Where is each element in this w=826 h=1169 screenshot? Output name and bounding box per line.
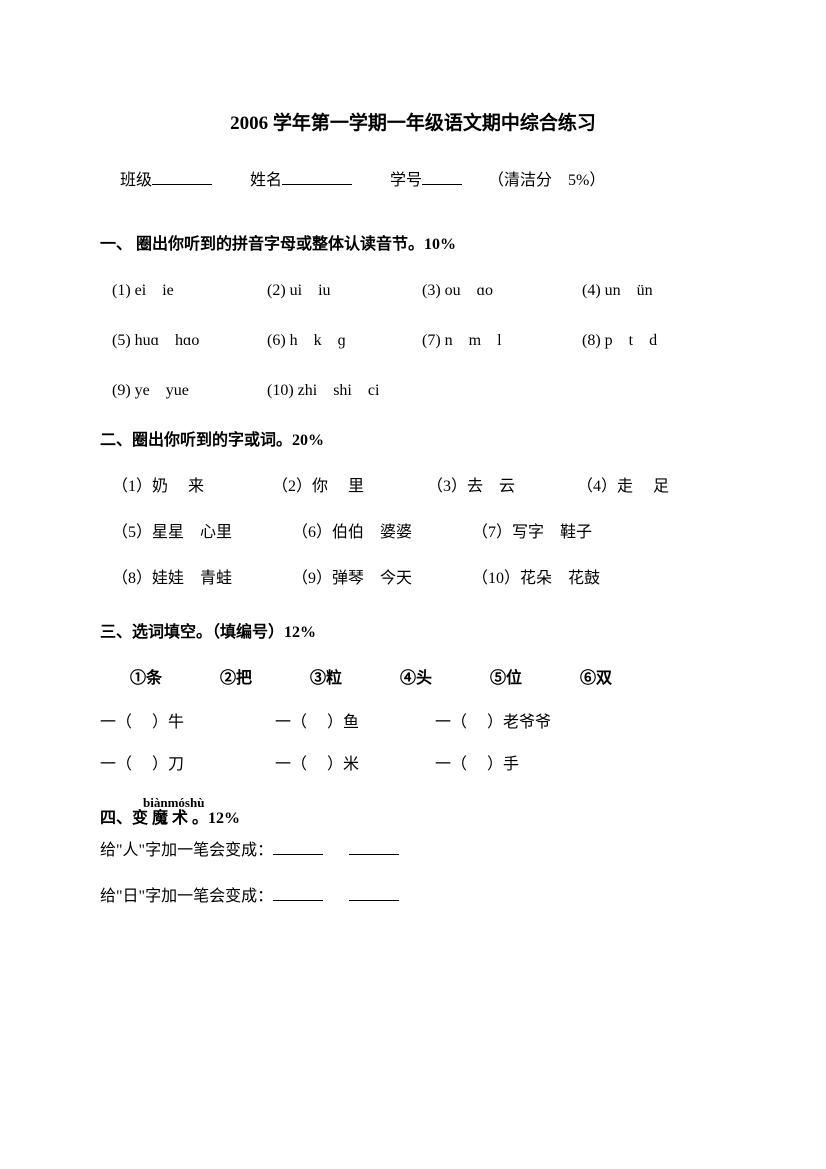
s1-item: (9) ye yue — [112, 379, 267, 403]
measure-item: ⑤位 — [490, 667, 580, 691]
section2-row1: （1）奶 来 （2）你 里 （3）去 云 （4）走 足 — [100, 475, 726, 499]
blank — [273, 837, 323, 855]
measure-item: ①条 — [130, 667, 220, 691]
s4-line1: 给"人"字加一笔会变成： — [100, 837, 726, 863]
s1-item: (2) ui iu — [267, 279, 422, 303]
number-label: 学号 — [390, 172, 422, 189]
fill-item: 一（ ）手 — [435, 753, 519, 777]
s2-item: （1）奶 来 — [112, 475, 272, 499]
measure-item: ⑥双 — [580, 667, 670, 691]
s4-line2-text: 给"日"字加一笔会变成： — [100, 888, 273, 905]
s2-item: （3）去 云 — [427, 475, 577, 499]
page-title: 2006 学年第一学期一年级语文期中综合练习 — [100, 110, 726, 139]
s1-item: (5) huɑ hɑo — [112, 329, 267, 353]
section4-container: biànmóshù 四、变 魔 术 。12% — [100, 807, 726, 831]
s1-item: (8) p t d — [582, 329, 657, 353]
section1-row2: (5) huɑ hɑo (6) h k ɡ (7) n m l (8) p t … — [100, 329, 726, 353]
name-blank — [282, 167, 352, 185]
s4-line1-text: 给"人"字加一笔会变成： — [100, 842, 273, 859]
s1-item: (10) zhi shi ci — [267, 379, 379, 403]
measure-item: ④头 — [400, 667, 490, 691]
number-blank — [422, 167, 462, 185]
fill-row1: 一（ ）牛 一（ ）鱼 一（ ）老爷爷 — [100, 711, 726, 735]
blank — [349, 883, 399, 901]
section1-row1: (1) ei ie (2) ui iu (3) ou ɑo (4) un ün — [100, 279, 726, 303]
s1-item: (3) ou ɑo — [422, 279, 582, 303]
s2-item: （5）星星 心里 — [112, 521, 292, 545]
section3-header: 三、选词填空。（填编号）12% — [100, 621, 726, 645]
class-blank — [152, 167, 212, 185]
name-label: 姓名 — [250, 172, 282, 189]
class-label: 班级 — [120, 172, 152, 189]
measure-item: ③粒 — [310, 667, 400, 691]
s1-item: (6) h k ɡ — [267, 329, 422, 353]
blank — [273, 883, 323, 901]
fill-row2: 一（ ）刀 一（ ）米 一（ ）手 — [100, 753, 726, 777]
fill-item: 一（ ）鱼 — [275, 711, 435, 735]
s2-item: （10）花朵 花鼓 — [472, 567, 600, 591]
fill-item: 一（ ）牛 — [100, 711, 275, 735]
student-info-row: 班级 姓名 学号 （清洁分 5%） — [100, 167, 726, 193]
section1-header: 一、 圈出你听到的拼音字母或整体认读音节。10% — [100, 233, 726, 257]
section1-row3: (9) ye yue (10) zhi shi ci — [100, 379, 726, 403]
s2-item: （2）你 里 — [272, 475, 427, 499]
fill-item: 一（ ）米 — [275, 753, 435, 777]
s1-item: (1) ei ie — [112, 279, 267, 303]
measure-item: ②把 — [220, 667, 310, 691]
s1-item: (7) n m l — [422, 329, 582, 353]
s2-item: （4）走 足 — [577, 475, 669, 499]
clean-score-label: （清洁分 5%） — [488, 172, 605, 189]
measure-words: ①条 ②把 ③粒 ④头 ⑤位 ⑥双 — [100, 667, 726, 691]
fill-item: 一（ ）刀 — [100, 753, 275, 777]
pinyin-annotation: biànmóshù — [143, 793, 204, 813]
s2-item: （7）写字 鞋子 — [472, 521, 592, 545]
section2-header: 二、圈出你听到的字或词。20% — [100, 429, 726, 453]
s2-item: （8）娃娃 青蛙 — [112, 567, 292, 591]
fill-item: 一（ ）老爷爷 — [435, 711, 551, 735]
s4-line2: 给"日"字加一笔会变成： — [100, 883, 726, 909]
s2-item: （6）伯伯 婆婆 — [292, 521, 472, 545]
section2-row2: （5）星星 心里 （6）伯伯 婆婆 （7）写字 鞋子 — [100, 521, 726, 545]
section2-row3: （8）娃娃 青蛙 （9）弹琴 今天 （10）花朵 花鼓 — [100, 567, 726, 591]
s1-item: (4) un ün — [582, 279, 653, 303]
blank — [349, 837, 399, 855]
s2-item: （9）弹琴 今天 — [292, 567, 472, 591]
